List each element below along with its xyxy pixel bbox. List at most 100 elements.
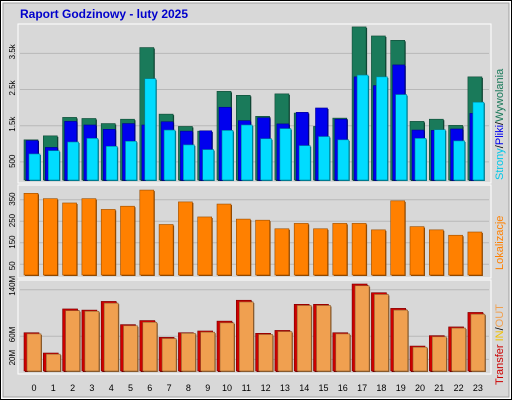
transfer-label-in: IN <box>494 330 506 341</box>
y-tick-label: 20M <box>8 350 17 366</box>
bar-lokalizacje <box>274 228 290 276</box>
bar-out <box>239 301 254 372</box>
x-tick-label: 14 <box>299 383 309 393</box>
bar-out <box>431 336 447 372</box>
bar-strony <box>163 129 176 181</box>
bar-out <box>412 346 428 372</box>
bar-strony <box>144 78 157 181</box>
bar-lokalizacje <box>178 201 193 276</box>
bar-lokalizacje <box>139 189 155 276</box>
bar-lokalizacje <box>62 202 77 276</box>
x-tick-label: 8 <box>186 383 191 393</box>
transfer-label-sep: / <box>494 326 506 330</box>
x-tick-label: 19 <box>396 383 406 393</box>
bar-out <box>123 325 138 372</box>
bar-out <box>296 305 312 372</box>
bar-out <box>103 302 119 372</box>
bar-lokalizacje <box>255 219 270 276</box>
x-tick-label: 17 <box>357 383 367 393</box>
bar-lokalizacje <box>197 216 212 276</box>
bar-lokalizacje <box>23 193 39 276</box>
bar-strony <box>183 144 195 181</box>
bar-out <box>335 333 351 372</box>
bar-lokalizacje <box>409 226 425 276</box>
x-tick-label: 13 <box>280 383 290 393</box>
x-tick-label: 5 <box>128 383 133 393</box>
bar-out <box>142 321 158 372</box>
bar-out <box>258 334 273 372</box>
bar-strony <box>376 76 388 181</box>
bar-strony <box>241 124 253 181</box>
bar-lokalizacje <box>448 234 463 276</box>
bar-lokalizacje <box>313 228 328 276</box>
y-tick-label: 60M <box>8 326 17 342</box>
x-tick-label: 7 <box>167 383 172 393</box>
bar-lokalizacje <box>467 231 483 276</box>
bar-lokalizacje <box>428 229 444 276</box>
bar-out <box>470 313 486 372</box>
bar-out <box>316 305 331 372</box>
bar-lokalizacje <box>81 198 97 276</box>
x-tick-label: 6 <box>147 383 152 393</box>
hits-label-pages: Strony <box>494 148 506 180</box>
bar-lokalizacje <box>216 203 232 276</box>
x-tick-label: 15 <box>318 383 328 393</box>
y-tick-label: 150 <box>8 235 17 249</box>
y-tick-label: 250 <box>8 213 17 227</box>
y-tick-label: 50 <box>8 261 17 270</box>
x-tick-label: 12 <box>261 383 271 393</box>
hits-label-sep-1: / <box>494 144 506 148</box>
bar-strony <box>28 153 41 181</box>
bar-lokalizacje <box>371 229 386 276</box>
bar-strony <box>47 150 60 181</box>
bar-strony <box>202 149 214 181</box>
bar-lokalizacje <box>293 223 309 276</box>
bar-out <box>65 310 80 372</box>
bar-out <box>181 332 196 372</box>
bar-lokalizacje <box>236 218 251 276</box>
bar-strony <box>318 136 330 181</box>
bar-strony <box>221 130 234 181</box>
transfer-label-out: OUT <box>494 304 506 328</box>
hits-label-requests: Wywolania <box>494 68 506 122</box>
bar-out <box>374 294 389 372</box>
bar-strony <box>105 146 118 181</box>
x-tick-label: 4 <box>109 383 114 393</box>
y-tick-label: 1.5k <box>8 116 17 132</box>
bar-out <box>161 338 177 372</box>
sites-axis-label: Lokalizacje <box>494 216 506 270</box>
report-title: Raport Godzinowy - luty 2025 <box>20 7 188 21</box>
bar-strony <box>260 138 272 181</box>
bar-out <box>84 310 100 372</box>
bar-out <box>451 327 466 372</box>
x-tick-label: 21 <box>434 383 444 393</box>
bar-out <box>200 331 215 372</box>
bar-strony <box>472 101 485 181</box>
bar-strony <box>414 138 427 181</box>
bar-lokalizacje <box>351 223 367 276</box>
bar-strony <box>67 141 79 181</box>
y-tick-label: 350 <box>8 192 17 206</box>
bar-strony <box>125 140 137 181</box>
hits-label-files: Pliki <box>494 125 506 145</box>
bar-lokalizacje <box>42 198 58 276</box>
bar-strony <box>86 138 99 181</box>
transfer-label-main: Transfer <box>494 344 506 385</box>
x-tick-label: 0 <box>31 383 36 393</box>
bar-out <box>354 285 370 372</box>
bar-lokalizacje <box>158 224 174 276</box>
bar-lokalizacje <box>100 209 116 276</box>
bar-out <box>26 333 42 372</box>
hits-axis-label: Strony/Pliki/Wywolania <box>494 68 506 180</box>
x-tick-label: 2 <box>70 383 75 393</box>
x-tick-label: 3 <box>89 383 94 393</box>
x-tick-label: 9 <box>205 383 210 393</box>
hits-label-sep-2: / <box>494 121 506 125</box>
bar-lokalizacje <box>332 223 348 276</box>
y-tick-label: 2.5k <box>8 79 17 95</box>
bar-strony <box>453 140 465 181</box>
y-tick-label: 3.5k <box>8 43 17 59</box>
bar-out <box>45 353 61 372</box>
x-tick-label: 1 <box>51 383 56 393</box>
